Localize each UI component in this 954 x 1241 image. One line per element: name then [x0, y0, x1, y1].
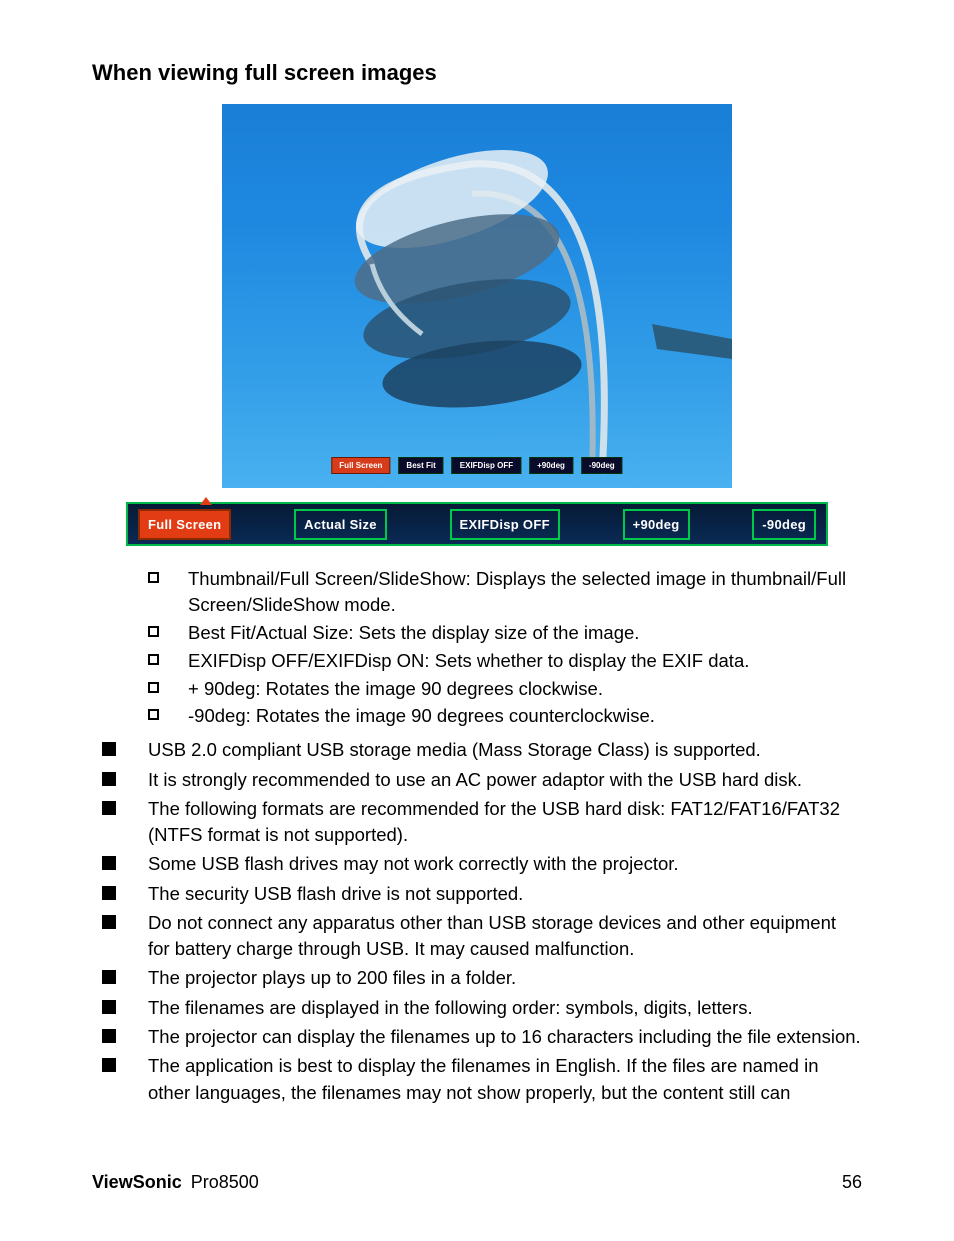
document-page: When viewing full screen images Full Scr…: [0, 0, 954, 1241]
list-item: USB 2.0 compliant USB storage media (Mas…: [102, 737, 862, 763]
footer-brand-model: ViewSonic Pro8500: [92, 1172, 259, 1193]
button-description-list: Thumbnail/Full Screen/SlideShow: Display…: [148, 566, 862, 729]
bar-btn-minus90[interactable]: -90deg: [752, 509, 816, 540]
list-item: The following formats are recommended fo…: [102, 796, 862, 849]
section-heading: When viewing full screen images: [92, 60, 862, 86]
list-item: The projector plays up to 200 files in a…: [102, 965, 862, 991]
list-item: EXIFDisp OFF/EXIFDisp ON: Sets whether t…: [148, 648, 862, 674]
enlarged-button-bar: Full Screen Actual Size EXIFDisp OFF +90…: [126, 502, 828, 546]
page-number: 56: [842, 1172, 862, 1193]
selection-arrow-icon: [200, 497, 212, 505]
list-item: Do not connect any apparatus other than …: [102, 910, 862, 963]
list-item: + 90deg: Rotates the image 90 degrees cl…: [148, 676, 862, 702]
page-footer: ViewSonic Pro8500 56: [92, 1172, 862, 1193]
footer-brand: ViewSonic: [92, 1172, 182, 1192]
screenshot-btn-plus90[interactable]: +90deg: [529, 457, 573, 474]
list-item: Some USB flash drives may not work corre…: [102, 851, 862, 877]
bar-btn-actualsize[interactable]: Actual Size: [294, 509, 387, 540]
bar-btn-exif[interactable]: EXIFDisp OFF: [450, 509, 560, 540]
list-item: Best Fit/Actual Size: Sets the display s…: [148, 620, 862, 646]
list-item: It is strongly recommended to use an AC …: [102, 767, 862, 793]
list-item: The application is best to display the f…: [102, 1053, 862, 1106]
footer-model: Pro8500: [191, 1172, 259, 1192]
sculpture-illustration-icon: [222, 104, 732, 488]
list-item: The security USB flash drive is not supp…: [102, 881, 862, 907]
screenshot-button-bar: Full Screen Best Fit EXIFDisp OFF +90deg…: [331, 457, 622, 474]
list-item: Thumbnail/Full Screen/SlideShow: Display…: [148, 566, 862, 618]
screenshot-btn-bestfit[interactable]: Best Fit: [398, 457, 443, 474]
list-item: The projector can display the filenames …: [102, 1024, 862, 1050]
screenshot-btn-fullscreen[interactable]: Full Screen: [331, 457, 390, 474]
projector-screenshot: Full Screen Best Fit EXIFDisp OFF +90deg…: [222, 104, 732, 488]
bar-btn-fullscreen[interactable]: Full Screen: [138, 509, 231, 540]
usb-notes-list: USB 2.0 compliant USB storage media (Mas…: [102, 737, 862, 1105]
list-item: The filenames are displayed in the follo…: [102, 995, 862, 1021]
list-item: -90deg: Rotates the image 90 degrees cou…: [148, 703, 862, 729]
screenshot-btn-exif[interactable]: EXIFDisp OFF: [452, 457, 521, 474]
bar-btn-plus90[interactable]: +90deg: [623, 509, 690, 540]
screenshot-btn-minus90[interactable]: -90deg: [581, 457, 623, 474]
